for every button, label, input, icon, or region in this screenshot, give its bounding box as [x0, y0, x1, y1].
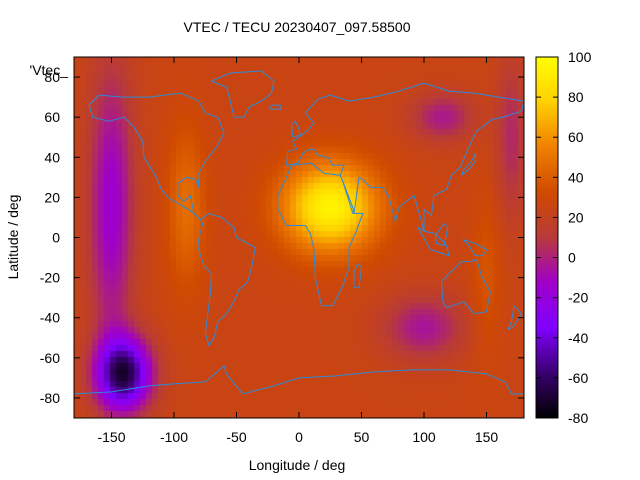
colorbar-tick-label: -40 — [568, 330, 588, 346]
y-tick-label: -60 — [40, 350, 60, 366]
y-tick-label: 0 — [52, 230, 60, 246]
madagascar-coast — [353, 263, 362, 289]
colorbar-tick-label: 0 — [568, 250, 576, 266]
coastline-overlay — [73, 70, 525, 395]
y-tick-label: -80 — [40, 390, 60, 406]
colorbar — [535, 56, 559, 419]
x-tick-label: -150 — [97, 429, 125, 445]
new-zealand-coast — [507, 305, 522, 331]
iceland-coast — [268, 104, 282, 110]
colorbar-tick-label: 40 — [568, 169, 584, 185]
colorbar-tick-label: 100 — [568, 49, 592, 65]
borneo-coast — [434, 223, 449, 246]
x-tick-label: -100 — [160, 429, 188, 445]
x-tick-label: 100 — [412, 429, 436, 445]
australia-coast — [441, 259, 491, 315]
colorbar-tick-label: -20 — [568, 290, 588, 306]
y-tick-label: -40 — [40, 310, 60, 326]
greenland-coast — [211, 70, 275, 118]
colorbar-tick-label: -60 — [568, 370, 588, 386]
y-tick-label: 20 — [44, 189, 60, 205]
x-tick-label: 150 — [475, 429, 499, 445]
x-tick-label: -50 — [226, 429, 246, 445]
x-tick-label: 50 — [354, 429, 370, 445]
y-tick-label: -20 — [40, 270, 60, 286]
x-axis-ticks: -150 -100 -50 0 50 100 150 — [97, 57, 498, 445]
indonesia-coast — [417, 227, 450, 257]
y-tick-label: 40 — [44, 149, 60, 165]
x-axis-label: Longitude / deg — [249, 457, 346, 473]
y-tick-label: 60 — [44, 109, 60, 125]
north-america-coast — [88, 92, 225, 220]
chart-title: VTEC / TECU 20230407_097.58500 — [183, 19, 410, 35]
colorbar-tick-label: 80 — [568, 89, 584, 105]
colorbar-ticks: -80 -60 -40 -20 0 20 40 60 80 100 — [536, 49, 592, 426]
uk-coast — [291, 120, 301, 138]
new-guinea-coast — [462, 239, 487, 257]
colorbar-tick-label: 20 — [568, 209, 584, 225]
x-tick-label: 0 — [295, 429, 303, 445]
antarctica-coast — [73, 365, 524, 395]
south-america-coast — [197, 212, 256, 347]
colorbar-tick-label: -80 — [568, 410, 588, 426]
plot-frame — [73, 56, 525, 419]
eurasia-coast — [286, 82, 525, 232]
legend-entry: 'Vtec_ — [30, 62, 69, 78]
africa-coast — [277, 162, 364, 307]
y-axis-ticks: -80 -60 -40 -20 0 20 40 60 80 — [40, 69, 524, 406]
japan-coast — [461, 152, 476, 176]
y-tick-label: 80 — [44, 69, 60, 85]
colorbar-tick-label: 60 — [568, 129, 584, 145]
vtec-heatmap-raster — [74, 57, 524, 418]
y-axis-label: Latitude / deg — [5, 195, 21, 280]
